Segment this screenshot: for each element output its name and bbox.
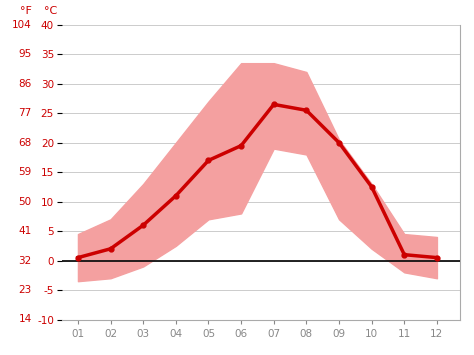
Text: 68: 68 (18, 138, 32, 148)
Text: 41: 41 (18, 226, 32, 236)
Text: 104: 104 (12, 20, 32, 30)
Text: 77: 77 (18, 108, 32, 118)
Text: 50: 50 (18, 197, 32, 207)
Text: 32: 32 (18, 256, 32, 266)
Text: °F: °F (20, 6, 32, 16)
Text: 95: 95 (18, 49, 32, 59)
Text: 59: 59 (18, 167, 32, 177)
Text: 14: 14 (18, 315, 32, 324)
Text: °C: °C (45, 6, 58, 16)
Text: 86: 86 (18, 79, 32, 89)
Text: 23: 23 (18, 285, 32, 295)
